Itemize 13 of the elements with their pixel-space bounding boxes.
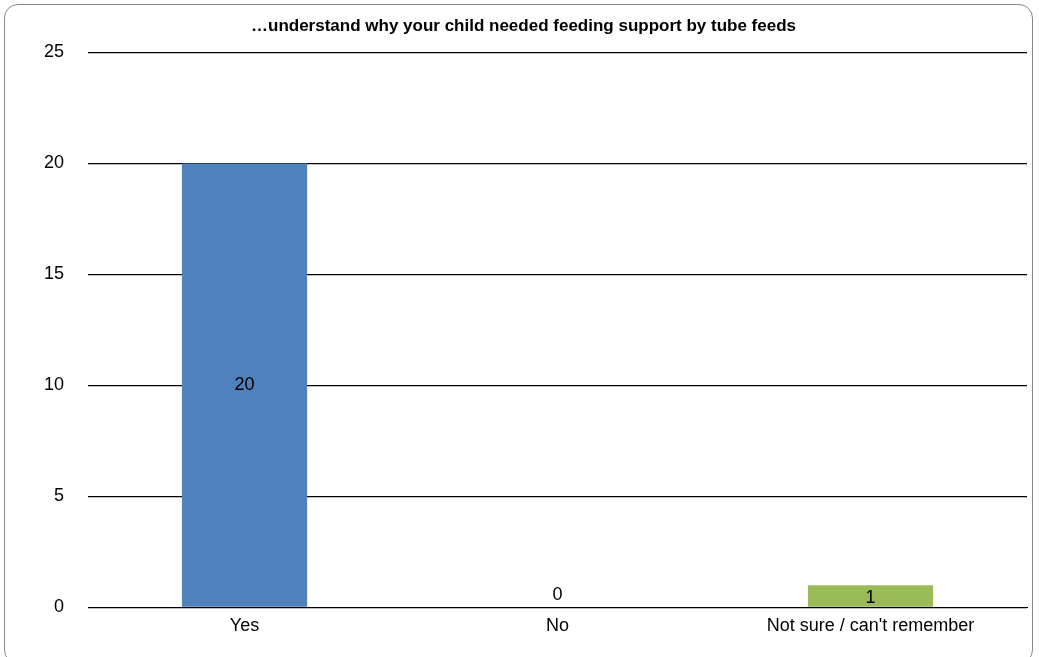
data-label: 0 (552, 584, 563, 605)
x-tick-label: No (546, 615, 570, 636)
data-label: 1 (865, 586, 876, 607)
x-tick-label: Not sure / can't remember (766, 615, 975, 636)
y-tick-label: 0 (54, 596, 65, 617)
y-tick-label: 5 (54, 485, 65, 506)
x-tick-label: Yes (229, 615, 260, 636)
chart-title: …understand why your child needed feeding support by tube feeds (250, 15, 797, 35)
y-tick-label: 10 (43, 374, 65, 395)
data-label: 20 (234, 374, 255, 395)
y-tick-label: 20 (43, 152, 65, 173)
y-tick-label: 25 (43, 41, 65, 62)
y-tick-label: 15 (43, 263, 65, 284)
